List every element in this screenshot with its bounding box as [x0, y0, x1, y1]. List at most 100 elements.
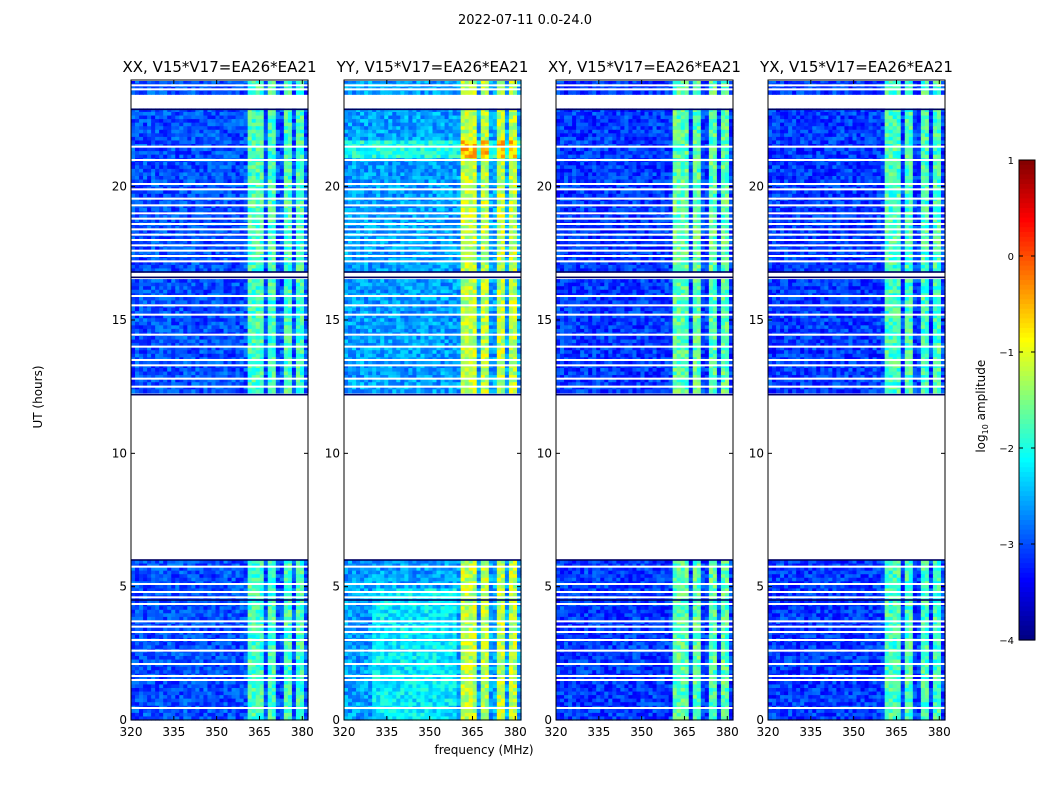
heatmap-cell — [260, 155, 265, 159]
heatmap-cell — [236, 169, 241, 173]
heatmap-cell — [228, 112, 233, 116]
heatmap-cell — [155, 165, 160, 169]
heatmap-cell — [191, 325, 196, 329]
heatmap-cell — [187, 290, 192, 294]
heatmap-cell — [252, 336, 257, 340]
heatmap-cell — [131, 265, 136, 269]
heatmap-cell — [179, 126, 184, 130]
heatmap-cell — [296, 667, 301, 671]
heatmap-cell — [248, 290, 253, 294]
heatmap-cell — [199, 656, 204, 660]
heatmap-cell — [292, 354, 297, 358]
heatmap-cell — [179, 151, 184, 155]
heatmap-cell — [272, 567, 277, 571]
heatmap-cell — [228, 123, 233, 127]
heatmap-cell — [260, 350, 265, 354]
heatmap-cell — [252, 585, 257, 589]
heatmap-cell — [256, 567, 261, 571]
heatmap-cell — [183, 283, 188, 287]
heatmap-cell — [143, 137, 148, 141]
heatmap-cell — [268, 130, 273, 134]
heatmap-cell — [224, 116, 229, 120]
heatmap-cell — [252, 610, 257, 614]
heatmap-cell — [139, 578, 144, 582]
heatmap-cell — [179, 606, 184, 610]
heatmap-cell — [240, 610, 245, 614]
heatmap-cell — [300, 297, 305, 301]
heatmap-cell — [228, 354, 233, 358]
heatmap-cell — [151, 112, 156, 116]
heatmap-cell — [280, 656, 285, 660]
heatmap-cell — [183, 336, 188, 340]
heatmap-cell — [163, 140, 168, 144]
heatmap-cell — [191, 137, 196, 141]
heatmap-cell — [163, 350, 168, 354]
heatmap-cell — [159, 265, 164, 269]
heatmap-cell — [135, 372, 140, 376]
heatmap-cell — [244, 148, 249, 152]
heatmap-cell — [284, 290, 289, 294]
heatmap-cell — [232, 578, 237, 582]
heatmap-cell — [199, 190, 204, 194]
heatmap-cell — [264, 279, 269, 283]
heatmap-cell — [159, 574, 164, 578]
heatmap-cell — [264, 571, 269, 575]
heatmap-cell — [179, 283, 184, 287]
heatmap-cell — [147, 354, 152, 358]
heatmap-cell — [191, 194, 196, 198]
heatmap-cell — [191, 172, 196, 176]
heatmap-cell — [240, 300, 245, 304]
heatmap-cell — [211, 652, 216, 656]
heatmap-cell — [135, 667, 140, 671]
heatmap-cell — [232, 567, 237, 571]
heatmap-cell — [296, 635, 301, 639]
heatmap-cell — [179, 116, 184, 120]
heatmap-cell — [268, 119, 273, 123]
heatmap-cell — [199, 308, 204, 312]
heatmap-cell — [300, 176, 305, 180]
heatmap-cell — [224, 112, 229, 116]
heatmap-cell — [256, 140, 261, 144]
heatmap-cell — [232, 610, 237, 614]
heatmap-cell — [232, 656, 237, 660]
heatmap-cell — [155, 91, 160, 95]
heatmap-cell — [220, 123, 225, 127]
heatmap-cell — [151, 642, 156, 646]
heatmap-cell — [224, 265, 229, 269]
heatmap-cell — [203, 297, 208, 301]
heatmap-cell — [143, 325, 148, 329]
heatmap-cell — [167, 308, 172, 312]
heatmap-cell — [179, 613, 184, 617]
heatmap-cell — [268, 126, 273, 130]
heatmap-cell — [207, 667, 212, 671]
heatmap-cell — [211, 610, 216, 614]
heatmap-cell — [264, 354, 269, 358]
heatmap-cell — [248, 350, 253, 354]
heatmap-cell — [187, 567, 192, 571]
heatmap-cell — [147, 155, 152, 159]
heatmap-cell — [224, 283, 229, 287]
heatmap-cell — [288, 368, 293, 372]
heatmap-cell — [203, 610, 208, 614]
heatmap-cell — [175, 286, 180, 290]
heatmap-cell — [264, 140, 269, 144]
heatmap-cell — [264, 112, 269, 116]
heatmap-cell — [131, 645, 136, 649]
heatmap-cell — [292, 606, 297, 610]
heatmap-cell — [284, 308, 289, 312]
heatmap-cell — [248, 190, 253, 194]
heatmap-cell — [232, 613, 237, 617]
heatmap-cell — [296, 165, 301, 169]
heatmap-cell — [232, 300, 237, 304]
heatmap-cell — [203, 279, 208, 283]
heatmap-cell — [147, 119, 152, 123]
heatmap-cell — [248, 571, 253, 575]
heatmap-cell — [228, 340, 233, 344]
heatmap-cell — [179, 140, 184, 144]
heatmap-cell — [155, 297, 160, 301]
heatmap-cell — [159, 162, 164, 166]
heatmap-cell — [260, 133, 265, 137]
heatmap-cell — [199, 329, 204, 333]
heatmap-cell — [131, 283, 136, 287]
heatmap-cell — [159, 133, 164, 137]
